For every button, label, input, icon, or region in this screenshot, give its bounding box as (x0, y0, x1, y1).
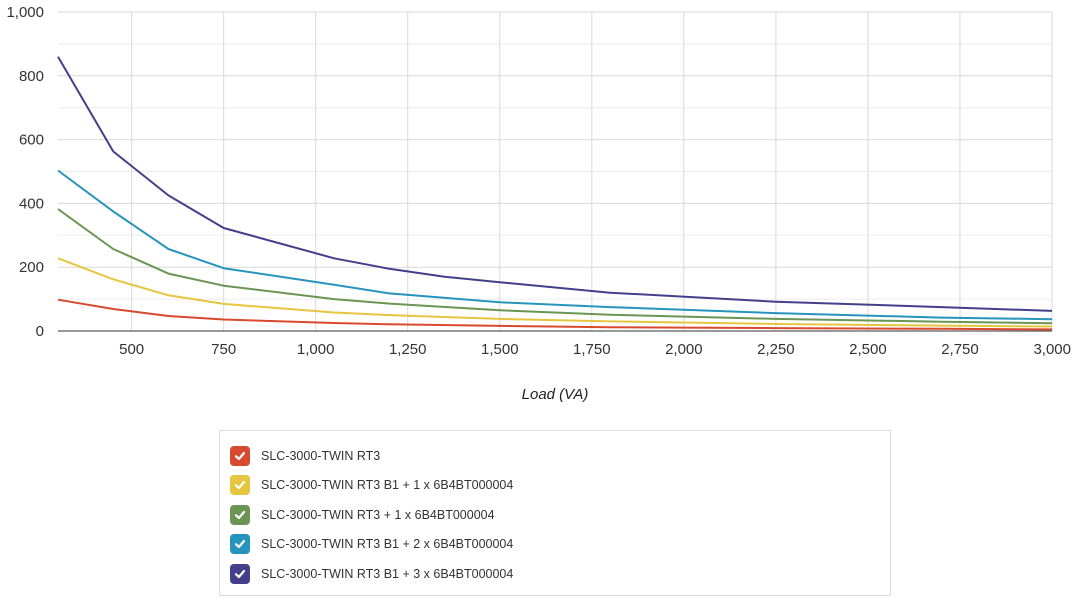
x-tick-label: 2,750 (941, 341, 979, 358)
legend-label: SLC-3000-TWIN RT3 + 1 x 6B4BT000004 (261, 507, 495, 522)
x-tick-label: 2,250 (757, 341, 795, 358)
legend-item-4[interactable]: SLC-3000-TWIN RT3 B1 + 3 x 6B4BT000004 (220, 559, 890, 589)
y-tick-label: 200 (19, 259, 44, 276)
checkbox-check-icon[interactable] (230, 534, 250, 555)
legend-item-3[interactable]: SLC-3000-TWIN RT3 B1 + 2 x 6B4BT000004 (220, 530, 890, 560)
series-line-0 (57, 298, 1053, 331)
x-tick-label: 2,000 (665, 341, 703, 358)
checkbox-check-icon[interactable] (230, 475, 250, 496)
y-tick-label: 600 (19, 132, 44, 149)
series-line-1 (57, 257, 1053, 328)
y-tick-label: 800 (19, 68, 44, 85)
series-line-2 (57, 208, 1053, 325)
legend-label: SLC-3000-TWIN RT3 (261, 448, 381, 463)
y-tick-label: 400 (19, 195, 44, 212)
checkbox-check-icon[interactable] (230, 504, 250, 525)
series-line-3 (57, 169, 1053, 321)
x-tick-label: 3,000 (1033, 341, 1071, 358)
legend-label: SLC-3000-TWIN RT3 B1 + 1 x 6B4BT000004 (261, 478, 514, 493)
x-tick-label: 1,750 (573, 341, 611, 358)
x-tick-label: 1,250 (389, 341, 427, 358)
checkbox-check-icon[interactable] (230, 563, 250, 584)
grid (58, 11, 1053, 331)
series-lines (57, 56, 1053, 331)
x-axis-title: Load (VA) (522, 386, 589, 403)
legend-label: SLC-3000-TWIN RT3 B1 + 2 x 6B4BT000004 (261, 537, 514, 552)
x-tick-label: 1,500 (481, 341, 519, 358)
y-tick-label: 1,000 (6, 4, 44, 21)
x-tick-label: 1,000 (297, 341, 335, 358)
legend: SLC-3000-TWIN RT3 SLC-3000-TWIN RT3 B1 +… (219, 430, 891, 596)
checkbox-check-icon[interactable] (230, 445, 250, 466)
x-tick-label: 750 (211, 341, 236, 358)
axes: 0 200 400 600 800 1,000 500 750 1,000 1,250 1,500 1… (6, 4, 1071, 358)
y-tick-label: 0 (36, 323, 44, 340)
series-line-4 (57, 56, 1053, 312)
x-tick-label: 500 (119, 341, 144, 358)
x-tick-label: 2,500 (849, 341, 887, 358)
legend-item-2[interactable]: SLC-3000-TWIN RT3 + 1 x 6B4BT000004 (220, 500, 890, 530)
legend-label: SLC-3000-TWIN RT3 B1 + 3 x 6B4BT000004 (261, 566, 514, 581)
line-chart: 0 200 400 600 800 1,000 500 750 1,000 1,250 1,500 1… (6, 4, 1071, 403)
legend-item-0[interactable]: SLC-3000-TWIN RT3 (220, 441, 890, 471)
legend-item-1[interactable]: SLC-3000-TWIN RT3 B1 + 1 x 6B4BT000004 (220, 471, 890, 501)
